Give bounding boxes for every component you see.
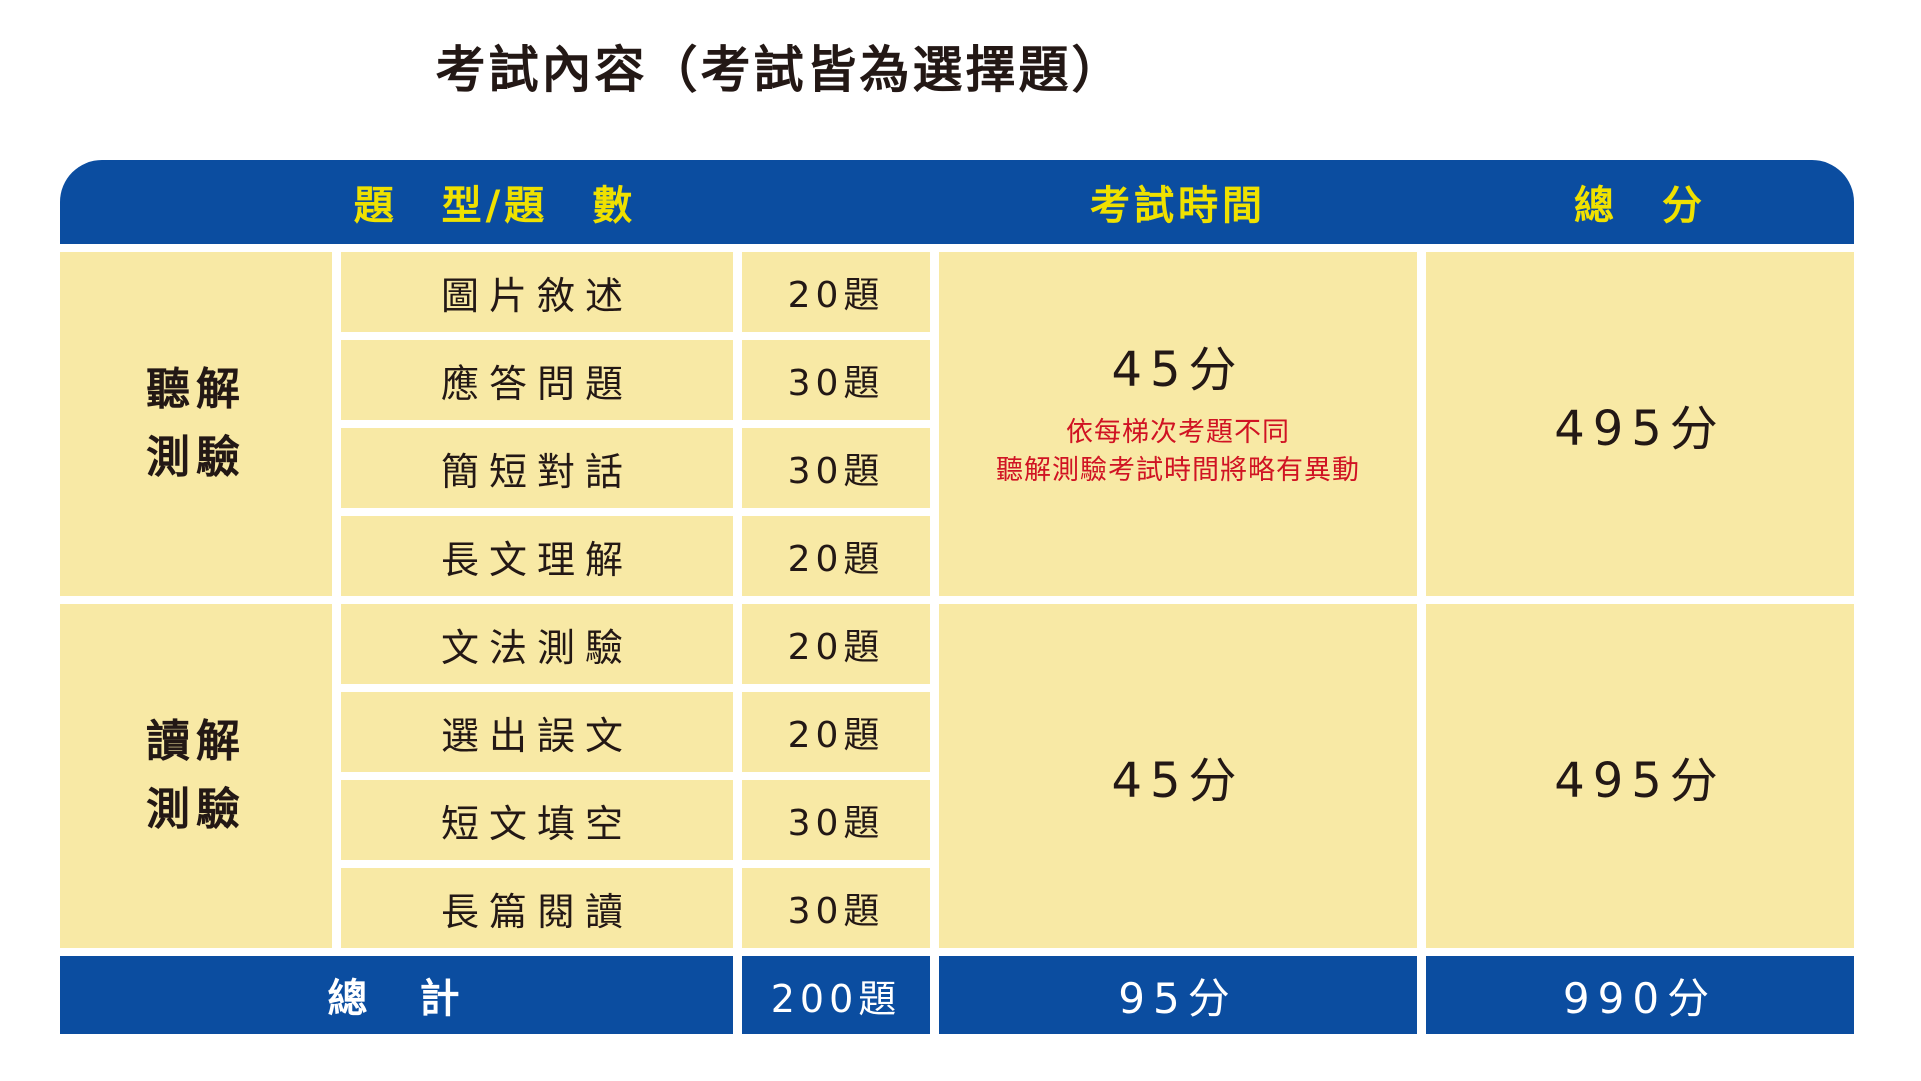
subject-cell: 文法測驗 <box>341 604 733 684</box>
listening-time-cell: 45分 依每梯次考題不同 聽解測驗考試時間將略有異動 <box>939 252 1417 596</box>
subject-cell: 短文填空 <box>341 780 733 860</box>
subject-cell: 長篇閱讀 <box>341 868 733 948</box>
header-type-count: 題 型/題 數 <box>353 183 637 229</box>
note-line-1: 依每梯次考題不同 <box>1066 417 1290 448</box>
note-line-2: 聽解測驗考試時間將略有異動 <box>996 454 1360 486</box>
header-total-score: 總 分 <box>1574 183 1706 229</box>
listening-score-cell: 495分 <box>1426 252 1854 596</box>
table-header-bar: 題 型/題 數 考試時間 總 分 <box>60 160 1854 244</box>
subject-cell: 圖片敘述 <box>341 252 733 332</box>
footer-total-score: 990分 <box>1426 956 1854 1034</box>
section-listening-label: 聽解 測驗 <box>60 252 332 596</box>
count-cell: 30題 <box>742 428 930 508</box>
subject-cell: 簡短對話 <box>341 428 733 508</box>
section-reading-label: 讀解 測驗 <box>60 604 332 948</box>
listening-time-note: 依每梯次考題不同 聽解測驗考試時間將略有異動 <box>996 414 1360 490</box>
count-cell: 20題 <box>742 692 930 772</box>
subject-cell: 選出誤文 <box>341 692 733 772</box>
footer-total-count: 200題 <box>742 956 930 1034</box>
reading-score-cell: 495分 <box>1426 604 1854 948</box>
count-cell: 30題 <box>742 780 930 860</box>
reading-time-value: 45分 <box>1111 753 1245 809</box>
subject-cell: 長文理解 <box>341 516 733 596</box>
header-exam-time: 考試時間 <box>1090 183 1266 229</box>
subject-cell: 應答問題 <box>341 340 733 420</box>
count-cell: 20題 <box>742 604 930 684</box>
listening-time-value: 45分 <box>1111 342 1245 398</box>
footer-total-time: 95分 <box>939 956 1417 1034</box>
count-cell: 20題 <box>742 516 930 596</box>
count-cell: 20題 <box>742 252 930 332</box>
footer-total-label: 總 計 <box>60 956 733 1034</box>
page-title: 考試內容（考試皆為選擇題） <box>435 41 1125 99</box>
exam-content-table: 題 型/題 數 考試時間 總 分 聽解 測驗 讀解 測驗 圖片敘述 20題 應答… <box>60 160 1854 1034</box>
reading-time-cell: 45分 <box>939 604 1417 948</box>
count-cell: 30題 <box>742 340 930 420</box>
count-cell: 30題 <box>742 868 930 948</box>
